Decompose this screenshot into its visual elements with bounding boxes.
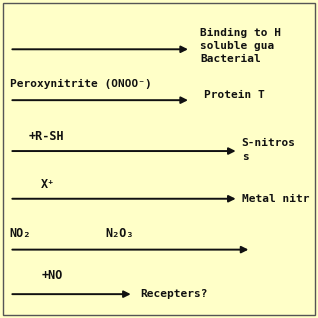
Text: N₂O₃: N₂O₃ [105,227,134,240]
Text: X⁺: X⁺ [41,178,56,191]
Text: Recepters?: Recepters? [140,289,207,299]
Text: soluble gua: soluble gua [200,41,274,51]
Text: Peroxynitrite (ONOO⁻): Peroxynitrite (ONOO⁻) [10,79,151,89]
Text: Protein T: Protein T [204,90,264,100]
Text: s: s [242,152,248,162]
Text: +NO: +NO [41,269,63,281]
Text: S-nitros: S-nitros [242,138,296,148]
Text: Binding to H: Binding to H [200,28,281,38]
Text: NO₂: NO₂ [10,227,31,240]
Text: +R-SH: +R-SH [29,130,64,142]
Text: Bacterial: Bacterial [200,54,261,64]
Text: Metal nitr: Metal nitr [242,194,309,204]
